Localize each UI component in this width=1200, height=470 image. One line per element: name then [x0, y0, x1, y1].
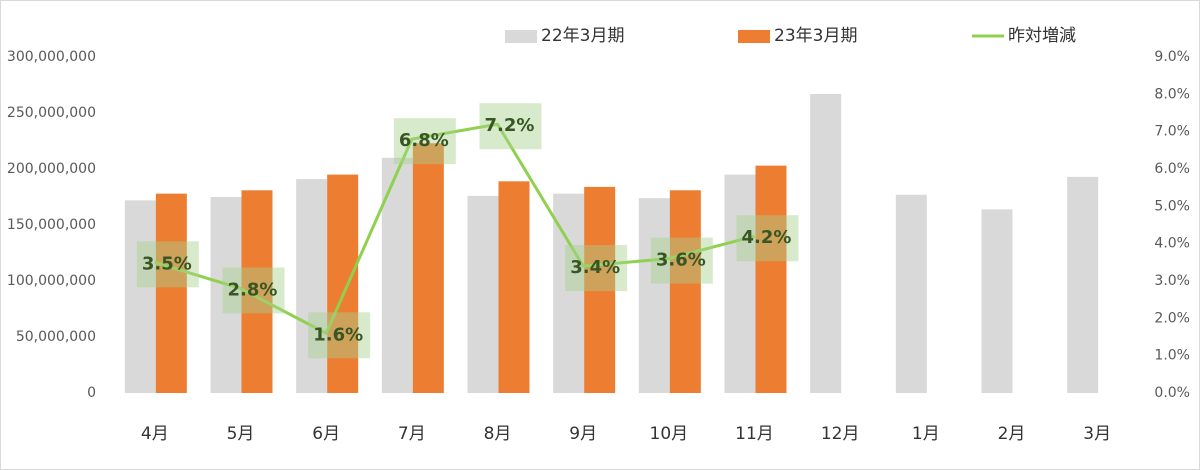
- x-tick-label: 5月: [227, 424, 255, 444]
- bar: [1067, 176, 1099, 393]
- x-tick-label: 2月: [998, 424, 1026, 444]
- data-label: 4.2%: [742, 227, 792, 248]
- y2-tick-label: 4.0%: [1154, 236, 1190, 252]
- y2-tick-label: 0.0%: [1154, 385, 1190, 401]
- bar: [724, 174, 756, 393]
- data-label: 7.2%: [485, 115, 535, 136]
- bar: [810, 93, 842, 394]
- data-label-box: [308, 312, 371, 359]
- legend-label: 昨対増減: [1008, 26, 1076, 46]
- bar: [669, 190, 701, 393]
- x-tick-label: 1月: [912, 424, 940, 444]
- bar: [895, 194, 927, 393]
- bar: [498, 181, 530, 393]
- bar: [638, 198, 670, 393]
- legend-swatch: [738, 30, 770, 43]
- y-tick-label: 250,000,000: [7, 105, 96, 121]
- data-label: 3.4%: [570, 257, 620, 278]
- bar: [412, 143, 444, 393]
- bar: [981, 209, 1013, 393]
- data-label-box: [736, 215, 799, 262]
- bar: [155, 193, 187, 393]
- y2-tick-label: 7.0%: [1154, 124, 1190, 140]
- y2-tick-label: 3.0%: [1154, 273, 1190, 289]
- x-tick-label: 8月: [484, 424, 512, 444]
- data-label-box: [222, 267, 285, 314]
- x-tick-label: 11月: [735, 424, 774, 444]
- data-label: 2.8%: [228, 279, 278, 300]
- bar: [584, 186, 616, 393]
- y-tick-label: 200,000,000: [7, 161, 96, 177]
- y2-tick-label: 8.0%: [1154, 86, 1190, 102]
- x-tick-label: 10月: [650, 424, 689, 444]
- y-tick-label: 150,000,000: [7, 217, 96, 233]
- data-label-box: [565, 245, 628, 292]
- bar: [755, 165, 787, 393]
- x-tick-label: 4月: [141, 424, 169, 444]
- legend-label: 23年3月期: [774, 26, 857, 46]
- y2-tick-label: 2.0%: [1154, 310, 1190, 326]
- data-label-box: [136, 241, 199, 288]
- x-tick-label: 6月: [312, 424, 340, 444]
- y2-tick-label: 9.0%: [1154, 49, 1190, 65]
- data-label-box: [479, 103, 542, 150]
- y-tick-label: 50,000,000: [16, 329, 96, 345]
- y2-tick-label: 5.0%: [1154, 198, 1190, 214]
- x-tick-label: 9月: [569, 424, 597, 444]
- legend-label: 22年3月期: [541, 26, 624, 46]
- bar: [124, 200, 156, 393]
- x-tick-label: 3月: [1083, 424, 1111, 444]
- bar: [327, 174, 359, 393]
- data-label: 3.6%: [656, 250, 706, 271]
- y2-tick-label: 1.0%: [1154, 348, 1190, 364]
- bar: [210, 197, 242, 393]
- data-label: 6.8%: [399, 130, 449, 151]
- x-tick-label: 12月: [821, 424, 860, 444]
- y2-tick-label: 6.0%: [1154, 161, 1190, 177]
- y-tick-label: 0: [87, 385, 96, 401]
- legend-swatch: [505, 30, 537, 43]
- data-label-box: [393, 118, 456, 165]
- bar: [467, 195, 499, 393]
- y-tick-label: 300,000,000: [7, 49, 96, 65]
- data-label: 1.6%: [313, 324, 363, 345]
- x-tick-label: 7月: [398, 424, 426, 444]
- y-tick-label: 100,000,000: [7, 273, 96, 289]
- data-label-box: [650, 237, 713, 284]
- line: [154, 122, 755, 335]
- data-label: 3.5%: [142, 253, 192, 274]
- bar: [296, 179, 328, 393]
